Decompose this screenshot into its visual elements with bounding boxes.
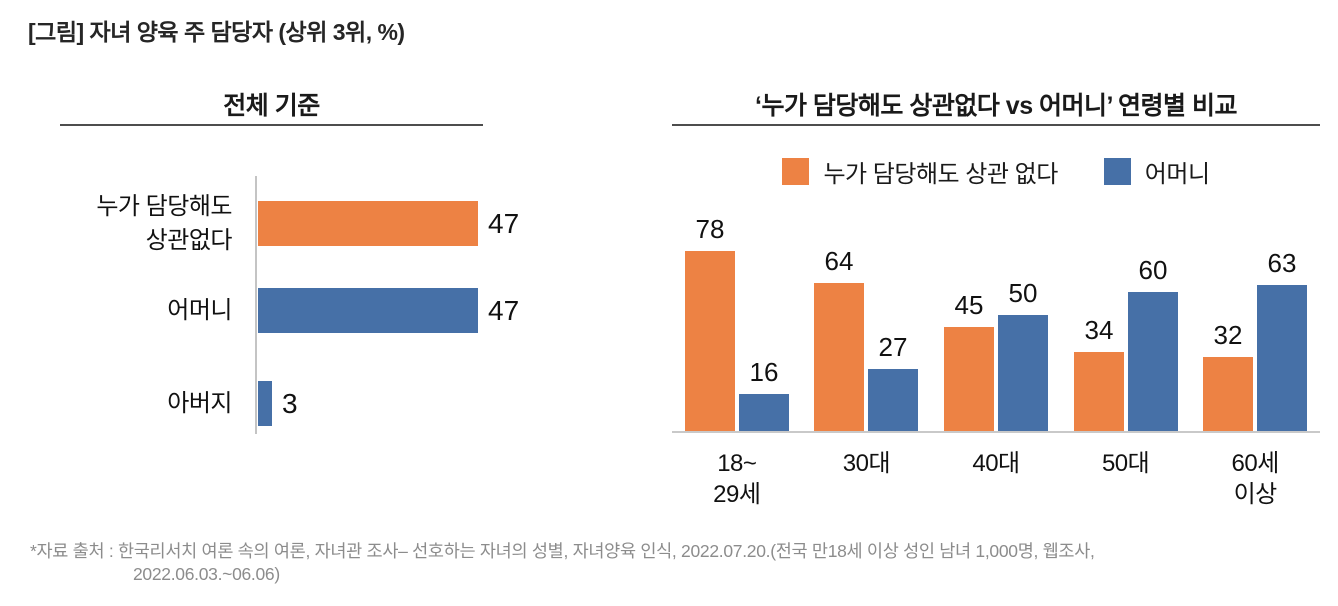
h-bar-category-label: 어머니 [30, 294, 232, 328]
right-chart-axis-line [672, 431, 1320, 433]
legend-item-blue: 어머니 [1103, 154, 1210, 189]
x-axis-category-line: 이상 [1233, 481, 1278, 508]
v-bar [814, 283, 864, 431]
x-axis-category-line: 40대 [972, 450, 1020, 477]
x-axis-category-line: 30대 [842, 450, 891, 477]
h-bar-value: 47 [488, 207, 520, 239]
v-bar-value: 64 [824, 246, 854, 276]
x-axis-category-line: 60세 [1231, 450, 1280, 477]
legend-swatch-orange [782, 157, 810, 185]
left-chart-title-rule [60, 124, 483, 126]
h-bar-value: 3 [282, 387, 298, 419]
x-axis-category-label: 40대 [936, 448, 1056, 479]
h-bar-category-label: 아버지 [30, 387, 232, 421]
v-bar [944, 327, 994, 431]
v-bar-value: 50 [1008, 278, 1038, 308]
v-bar-value: 34 [1084, 315, 1114, 345]
x-axis-category-label: 50대 [1066, 448, 1186, 479]
v-bar-value: 27 [878, 332, 908, 362]
source-note-line2: 2022.06.03.~06.06) [133, 564, 280, 584]
v-bar [739, 394, 789, 431]
v-bar [685, 251, 735, 431]
v-bar [1128, 292, 1178, 431]
x-axis-category-line: 29세 [713, 481, 761, 508]
x-axis-category-label: 18~ 29세 [677, 448, 797, 510]
h-bar [258, 201, 478, 246]
right-chart-title: ‘누가 담당해도 상관없다 vs 어머니’ 연령별 비교 [755, 92, 1238, 120]
v-bar [998, 315, 1048, 431]
legend-label-orange: 누가 담당해도 상관 없다 [823, 160, 1058, 188]
legend-label-blue: 어머니 [1144, 160, 1210, 188]
figure-title: [그림] 자녀 양육 주 담당자 (상위 3위, %) [28, 19, 405, 45]
h-bar-category-line: 어머니 [167, 296, 232, 324]
v-bar-value: 63 [1267, 248, 1297, 278]
v-bar-value: 60 [1138, 255, 1168, 285]
h-bar-category-line: 상관없다 [145, 226, 233, 254]
legend: 누가 담당해도 상관 없다 어머니 [672, 154, 1320, 189]
x-axis-category-label: 30대 [806, 448, 926, 479]
right-chart-title-rule [672, 124, 1320, 126]
v-bar [1203, 357, 1253, 431]
left-chart-title: 전체 기준 [223, 92, 320, 120]
h-bar-value: 47 [488, 294, 520, 326]
v-bar-value: 32 [1213, 320, 1243, 350]
h-bar [258, 381, 272, 426]
x-axis-category-line: 50대 [1101, 450, 1150, 477]
h-bar-category-line: 아버지 [167, 389, 232, 417]
source-note-line1: *자료 출처 : 한국리서치 여론 속의 여론, 자녀관 조사– 선호하는 자녀… [30, 541, 1095, 561]
h-bar-category-line: 누가 담당해도 [96, 192, 232, 220]
v-bar [868, 369, 918, 431]
v-bar-value: 45 [954, 290, 984, 320]
legend-item-orange: 누가 담당해도 상관 없다 [782, 154, 1058, 189]
x-axis-category-line: 18~ [717, 450, 757, 477]
legend-swatch-blue [1103, 157, 1131, 185]
v-bar [1074, 352, 1124, 431]
left-chart-axis-line [255, 176, 257, 434]
v-bar-value: 16 [749, 357, 779, 387]
h-bar [258, 288, 478, 333]
v-bar [1257, 285, 1307, 431]
v-bar-value: 78 [695, 214, 725, 244]
